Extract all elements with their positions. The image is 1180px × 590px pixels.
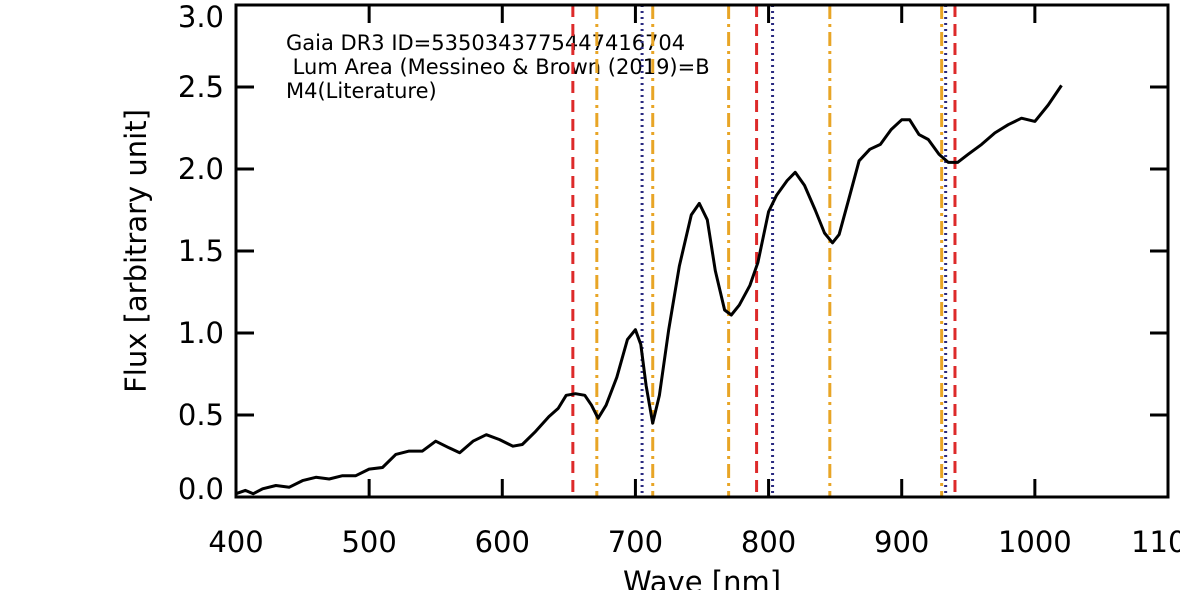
x-tick-label: 1000	[998, 525, 1072, 559]
y-tick-label: 0.5	[178, 398, 224, 432]
spectrum-line	[235, 84, 1063, 496]
annotation: Lum Area (Messineo & Brown (2019)=B	[286, 55, 710, 79]
y-axis-title: Flux [arbitrary unit]	[119, 109, 153, 393]
x-axis-title: Wave [nm]	[623, 565, 781, 590]
y-tick-label: 0.0	[178, 472, 224, 506]
annotation: M4(Literature)	[286, 79, 437, 103]
y-tick-label: 2.0	[178, 152, 224, 186]
y-tick-label: 2.5	[178, 70, 224, 104]
y-tick-label: 3.0	[178, 0, 224, 34]
x-tick-label: 900	[874, 525, 929, 559]
x-tick-label: 600	[475, 525, 530, 559]
x-tick-label: 500	[341, 525, 396, 559]
annotation: Gaia DR3 ID=5350343775447416704	[286, 31, 685, 55]
x-tick-label: 700	[608, 525, 663, 559]
y-tick-label: 1.5	[178, 234, 224, 268]
y-tick-label: 1.0	[178, 316, 224, 350]
x-tick-label: 400	[208, 525, 263, 559]
x-tick-label: 800	[741, 525, 796, 559]
